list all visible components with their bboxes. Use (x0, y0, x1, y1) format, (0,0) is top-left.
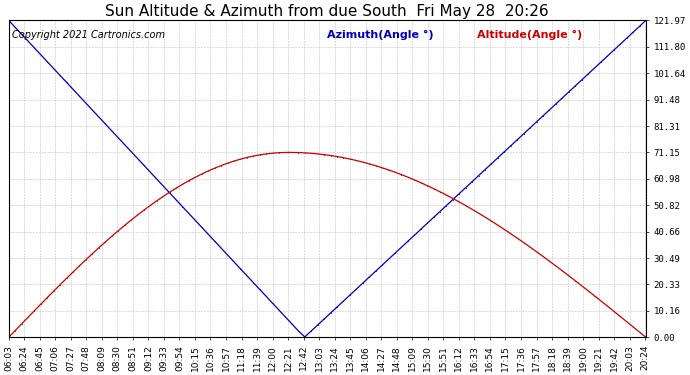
Text: Altitude(Angle °): Altitude(Angle °) (477, 30, 582, 40)
Text: Copyright 2021 Cartronics.com: Copyright 2021 Cartronics.com (12, 30, 165, 40)
Text: Azimuth(Angle °): Azimuth(Angle °) (327, 30, 442, 40)
Title: Sun Altitude & Azimuth from due South  Fri May 28  20:26: Sun Altitude & Azimuth from due South Fr… (106, 4, 549, 19)
